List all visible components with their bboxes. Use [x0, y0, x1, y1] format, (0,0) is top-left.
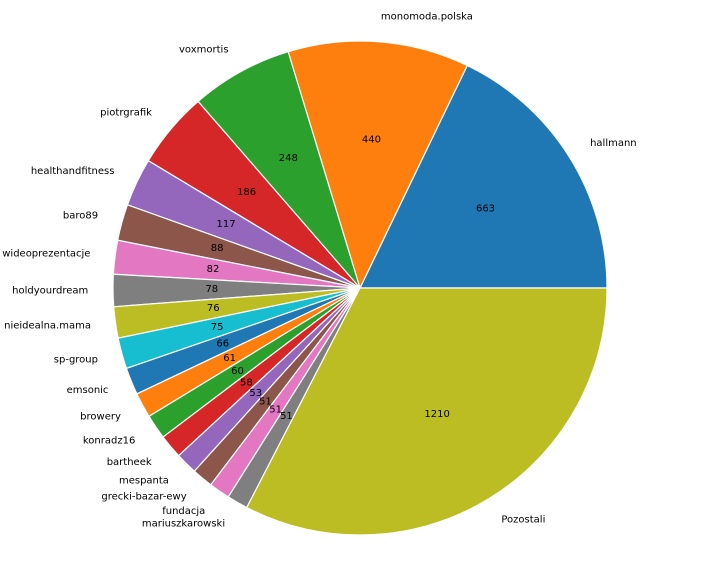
pie-category-label-emsonic: emsonic — [67, 385, 109, 396]
pie-value-label-voxmortis: 248 — [279, 153, 298, 164]
pie-category-label-holdyourdream: holdyourdream — [12, 285, 88, 296]
pie-category-label-sp-group: sp-group — [54, 354, 98, 365]
pie-value-label-mespanta: 53 — [249, 388, 262, 399]
pie-value-labels: 6634402481861178882787675666160585351515… — [205, 135, 495, 422]
pie-value-label-pozostali: 1210 — [424, 409, 449, 420]
pie-category-label-hallmann: hallmann — [590, 138, 637, 149]
pie-category-label-browery: browery — [80, 412, 121, 423]
pie-category-label-nieidealna-mama: nieidealna.mama — [4, 321, 91, 332]
pie-category-label-grecki-bazar-ewy: grecki-bazar-ewy — [101, 492, 186, 503]
pie-value-label-konradz16: 60 — [231, 366, 244, 377]
pie-value-label-nieidealna-mama: 76 — [207, 303, 220, 314]
pie-value-label-monomoda-polska: 440 — [362, 135, 381, 146]
pie-category-labels: hallmann monomoda.polska voxmortis piotrgra… — [2, 12, 636, 530]
pie-value-label-hallmann: 663 — [476, 204, 495, 215]
pie-category-label-healthandfitness: healthandfitness — [31, 166, 115, 177]
pie-slice-monomoda-polska — [287, 40, 469, 290]
pie-slice-pozostali — [245, 287, 608, 536]
pie-slices — [112, 40, 608, 536]
pie-value-label-fundacja: 51 — [269, 404, 282, 415]
pie-value-label-holdyourdream: 78 — [205, 284, 218, 295]
pie-category-label-piotrgrafik: piotrgrafik — [100, 108, 152, 119]
pie-category-label-mariuszkarowski: mariuszkarowski — [142, 518, 225, 529]
pie-value-label-bartheek: 58 — [240, 378, 253, 389]
pie-value-label-emsonic: 66 — [216, 338, 229, 349]
pie-category-label-mespanta: mespanta — [119, 476, 169, 487]
pie-category-label-voxmortis: voxmortis — [179, 45, 229, 56]
pie-category-label-fundacja: fundacja — [162, 506, 205, 517]
pie-category-label-pozostali: Pozostali — [501, 515, 545, 526]
pie-category-label-wideoprezentacje: wideoprezentacje — [2, 249, 90, 260]
pie-category-label-monomoda-polska: monomoda.polska — [381, 12, 473, 23]
pie-value-label-mariuszkarowski: 51 — [280, 411, 293, 422]
pie-value-label-grecki-bazar-ewy: 51 — [259, 397, 272, 408]
pie-slice-hallmann — [359, 64, 608, 289]
pie-value-label-healthandfitness: 117 — [217, 219, 236, 230]
pie-value-label-piotrgrafik: 186 — [237, 187, 256, 198]
pie-category-label-baro89: baro89 — [63, 210, 98, 221]
pie-category-label-konradz16: konradz16 — [83, 435, 135, 446]
pie-value-label-baro89: 88 — [211, 243, 224, 254]
pie-value-label-browery: 61 — [223, 353, 236, 364]
pie-value-label-sp-group: 75 — [211, 322, 224, 333]
pie-value-label-wideoprezentacje: 82 — [207, 264, 220, 275]
pie-category-label-bartheek: bartheek — [107, 457, 152, 468]
